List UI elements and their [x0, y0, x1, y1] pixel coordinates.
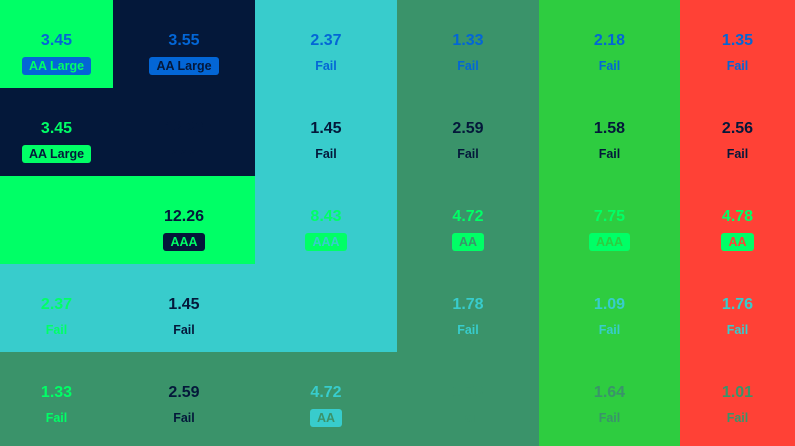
- rating-badge: AAA: [305, 233, 347, 251]
- contrast-ratio: 4.72: [310, 384, 342, 401]
- contrast-cell: 4.72 AA: [255, 352, 397, 446]
- contrast-ratio: 2.56: [721, 120, 754, 137]
- contrast-cell: 3.55 AA Large: [113, 0, 255, 88]
- contrast-ratio: 1.58: [593, 120, 626, 137]
- rating-badge: AA: [451, 233, 485, 251]
- contrast-ratio: 7.75: [593, 208, 626, 225]
- rating-badge: AAA: [588, 233, 631, 251]
- rating-badge: AAA: [163, 233, 205, 251]
- fail-label: Fail: [598, 59, 621, 73]
- contrast-ratio: 3.45: [40, 120, 73, 137]
- contrast-cell: 1.33 Fail: [0, 352, 113, 446]
- contrast-ratio: 8.43: [310, 296, 342, 313]
- contrast-ratio: 2.59: [168, 384, 200, 401]
- contrast-ratio: 12.26: [163, 120, 205, 137]
- fail-label: Fail: [726, 59, 749, 73]
- contrast-cell: 12.26 AAA: [113, 88, 255, 176]
- contrast-cell: 1.45 Fail: [255, 88, 397, 176]
- contrast-ratio: 1.33: [452, 32, 484, 49]
- contrast-ratio: 3.45: [40, 32, 73, 49]
- rating-badge: AA Large: [21, 233, 92, 251]
- fail-label: Fail: [457, 147, 479, 161]
- fail-label: Fail: [173, 323, 195, 337]
- contrast-ratio: 4.78: [721, 208, 754, 225]
- rating-badge: AAA: [163, 145, 205, 163]
- contrast-ratio: 3.55: [40, 208, 73, 225]
- fail-label: Fail: [457, 323, 479, 337]
- contrast-cell: 3.45 AA Large: [0, 88, 113, 176]
- fail-label: Fail: [726, 323, 749, 337]
- contrast-cell: 8.43 AAA: [255, 264, 397, 352]
- rating-badge: AAA: [305, 321, 347, 339]
- contrast-ratio: 8.43: [310, 208, 342, 225]
- contrast-ratio: 2.18: [593, 32, 626, 49]
- contrast-ratio: 1.78: [452, 296, 484, 313]
- contrast-cell: 2.18 Fail: [539, 0, 680, 88]
- contrast-cell: 1.58 Fail: [539, 88, 680, 176]
- contrast-ratio: 1.35: [721, 32, 754, 49]
- fail-label: Fail: [598, 323, 621, 337]
- contrast-ratio: 2.37: [40, 296, 73, 313]
- contrast-ratio: 1.01: [721, 384, 754, 401]
- contrast-ratio: 1.09: [593, 296, 626, 313]
- fail-label: Fail: [315, 59, 337, 73]
- rating-badge: AA Large: [149, 57, 219, 75]
- contrast-cell: 3.45 AA Large: [0, 0, 113, 88]
- contrast-cell: 4.78 AA: [680, 176, 795, 264]
- contrast-ratio: 1.33: [40, 384, 73, 401]
- contrast-cell: 1.64 Fail: [539, 352, 680, 446]
- contrast-cell: 1.76 Fail: [680, 264, 795, 352]
- fail-label: Fail: [457, 411, 479, 425]
- contrast-cell: 12.26 AAA: [113, 176, 255, 264]
- contrast-ratio: 2.59: [452, 120, 484, 137]
- contrast-ratio: 1.45: [310, 120, 342, 137]
- contrast-ratio: 1.45: [168, 296, 200, 313]
- fail-label: Fail: [315, 147, 337, 161]
- contrast-cell: 1.09 Fail: [539, 264, 680, 352]
- contrast-cell: 2.37 Fail: [255, 0, 397, 88]
- contrast-cell: 2.56 Fail: [680, 88, 795, 176]
- contrast-cell: 1.45 Fail: [113, 264, 255, 352]
- contrast-ratio: 1.76: [721, 296, 754, 313]
- contrast-cell: 2.59 Fail: [113, 352, 255, 446]
- fail-label: Fail: [726, 411, 749, 425]
- contrast-cell: 1.78 Fail: [397, 352, 539, 446]
- contrast-cell: 2.37 Fail: [0, 264, 113, 352]
- fail-label: Fail: [726, 147, 749, 161]
- fail-label: Fail: [45, 411, 68, 425]
- contrast-cell: 1.01 Fail: [680, 352, 795, 446]
- rating-badge: AA: [721, 233, 754, 251]
- fail-label: Fail: [457, 59, 479, 73]
- fail-label: Fail: [173, 411, 195, 425]
- fail-label: Fail: [598, 411, 621, 425]
- contrast-ratio: 2.37: [310, 32, 342, 49]
- rating-badge: AA: [309, 409, 343, 427]
- contrast-cell: 2.59 Fail: [397, 88, 539, 176]
- fail-label: Fail: [45, 323, 68, 337]
- contrast-cell: 1.35 Fail: [680, 0, 795, 88]
- rating-badge: AA Large: [21, 57, 92, 75]
- contrast-cell: 8.43 AAA: [255, 176, 397, 264]
- contrast-ratio: 1.78: [452, 384, 484, 401]
- contrast-cell: 1.78 Fail: [397, 264, 539, 352]
- contrast-ratio: 12.26: [163, 208, 205, 225]
- contrast-ratio: 1.64: [593, 384, 626, 401]
- contrast-cell: 4.72 AA: [397, 176, 539, 264]
- contrast-cell: 7.75 AAA: [539, 176, 680, 264]
- contrast-ratio: 4.72: [452, 208, 484, 225]
- fail-label: Fail: [598, 147, 621, 161]
- rating-badge: AA Large: [21, 145, 92, 163]
- contrast-cell: 1.33 Fail: [397, 0, 539, 88]
- contrast-ratio: 3.55: [168, 32, 200, 49]
- contrast-cell: 3.55 AA Large: [0, 176, 113, 264]
